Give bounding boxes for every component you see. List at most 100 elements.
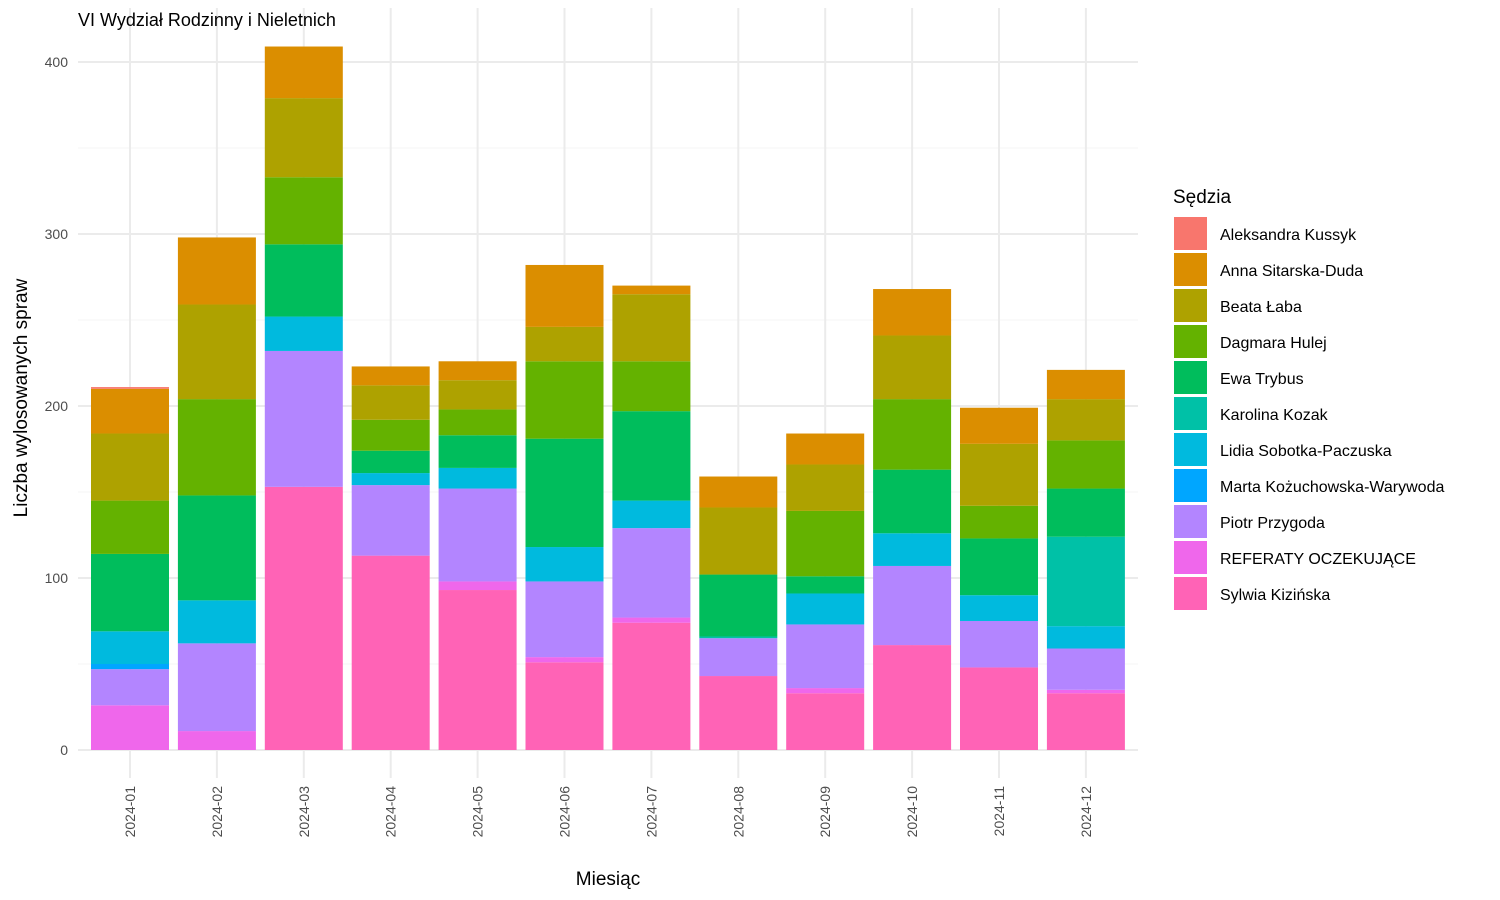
bar-segment — [525, 662, 604, 750]
bar-segment — [177, 600, 256, 644]
bar-segment — [1046, 399, 1125, 441]
bar-segment — [525, 657, 604, 663]
bar-segment — [91, 631, 169, 664]
legend-label: Marta Kożuchowska-Warywoda — [1220, 479, 1444, 496]
legend-swatch — [1174, 541, 1207, 574]
x-tick-label: 2024-03 — [296, 786, 312, 838]
x-tick-label: 2024-10 — [904, 786, 920, 838]
bar-segment — [525, 264, 604, 327]
bar-segment — [873, 289, 952, 336]
legend-label: Beata Łaba — [1220, 299, 1302, 316]
bar-segment — [960, 505, 1038, 539]
legend-label: Dagmara Hulej — [1220, 335, 1327, 352]
bar-segment — [699, 636, 778, 639]
bar-segment — [612, 528, 691, 618]
bar-segment — [699, 574, 778, 637]
bar-segment — [351, 385, 430, 420]
bar-segment — [1046, 369, 1125, 400]
bar-segment — [960, 443, 1038, 506]
bar-segment — [91, 705, 169, 750]
bar-segment — [177, 495, 256, 601]
bar-segment — [351, 555, 430, 750]
x-tick-label: 2024-08 — [730, 786, 746, 838]
bar-segment — [786, 433, 865, 465]
legend-label: Karolina Kozak — [1220, 407, 1329, 424]
bar-segment — [612, 294, 691, 362]
bar-segment — [612, 622, 691, 750]
bar-segment — [699, 507, 778, 575]
x-tick-label: 2024-02 — [209, 786, 225, 838]
bar-segment — [612, 500, 691, 529]
bar-segment — [438, 590, 517, 750]
legend: Sędzia Aleksandra Kussyk Anna Sitarska-Du… — [1173, 187, 1444, 610]
bar-segment — [438, 581, 517, 591]
bar-segment — [1046, 626, 1125, 649]
bar-segment — [525, 581, 604, 658]
bar-segment — [960, 407, 1038, 444]
legend-swatch — [1174, 361, 1207, 394]
bar-segment — [91, 500, 169, 554]
y-axis-title: Liczba wylosowanych spraw — [11, 278, 32, 517]
bar-segment — [351, 473, 430, 486]
bar-segment — [177, 731, 256, 750]
bar-segment — [438, 467, 517, 489]
chart-title: VI Wydział Rodzinny i Nieletnich — [78, 10, 336, 30]
bar-segment — [786, 693, 865, 750]
legend-label: Piotr Przygoda — [1220, 515, 1325, 532]
y-axis-ticks: 0 100 200 300 400 — [45, 54, 69, 758]
bar-segment — [177, 304, 256, 400]
legend-label: REFERATY OCZEKUJĄCE — [1220, 551, 1416, 568]
legend-swatch — [1174, 397, 1207, 430]
bar-segment — [873, 645, 952, 750]
bar-segment — [1046, 536, 1125, 627]
x-axis-title: Miesiąc — [576, 869, 640, 890]
bar-segment — [264, 177, 343, 245]
x-tick-label: 2024-01 — [122, 786, 138, 838]
bar-segment — [786, 576, 865, 594]
y-tick-label: 400 — [45, 54, 69, 70]
legend-swatch — [1174, 469, 1207, 502]
bar-segment — [612, 361, 691, 412]
bar-segment — [1046, 648, 1125, 690]
bar-segment — [525, 547, 604, 582]
bar-segment — [177, 237, 256, 305]
bar-segment — [264, 98, 343, 178]
bar-segment — [525, 361, 604, 439]
legend-swatch — [1174, 505, 1207, 538]
x-tick-label: 2024-07 — [643, 786, 659, 838]
bar-segment — [1046, 689, 1125, 694]
bar-segment — [960, 538, 1038, 596]
bar-segment — [438, 435, 517, 468]
x-axis-ticks: 2024-01 2024-02 2024-03 2024-04 2024-05 2024-… — [122, 786, 1094, 838]
bar-segment — [786, 688, 865, 694]
bar-segment — [786, 464, 865, 511]
bar-segment — [351, 450, 430, 474]
bar-segment — [612, 285, 691, 295]
bar-segment — [91, 664, 169, 670]
bar-segment — [264, 316, 343, 351]
bar-segment — [91, 388, 169, 434]
bar-segment — [91, 387, 169, 389]
bar-segment — [960, 595, 1038, 621]
bar-segment — [699, 476, 778, 508]
bar-segment — [612, 617, 691, 623]
legend-label: Anna Sitarska-Duda — [1220, 263, 1363, 280]
bar-segment — [786, 510, 865, 577]
bar-segment — [351, 485, 430, 556]
legend-label: Aleksandra Kussyk — [1220, 227, 1357, 244]
bars — [91, 46, 1125, 750]
bar-segment — [786, 593, 865, 625]
bar-segment — [438, 488, 517, 582]
legend-swatch — [1174, 433, 1207, 466]
bar-segment — [177, 643, 256, 732]
bar-segment — [1046, 488, 1125, 537]
legend-swatch — [1174, 289, 1207, 322]
bar-segment — [264, 244, 343, 317]
bar-segment — [351, 366, 430, 386]
x-tick-label: 2024-04 — [383, 786, 399, 838]
bar-segment — [786, 624, 865, 689]
bar-segment — [525, 326, 604, 362]
legend-swatch — [1174, 577, 1207, 610]
bar-segment — [873, 469, 952, 534]
bar-segment — [351, 419, 430, 451]
